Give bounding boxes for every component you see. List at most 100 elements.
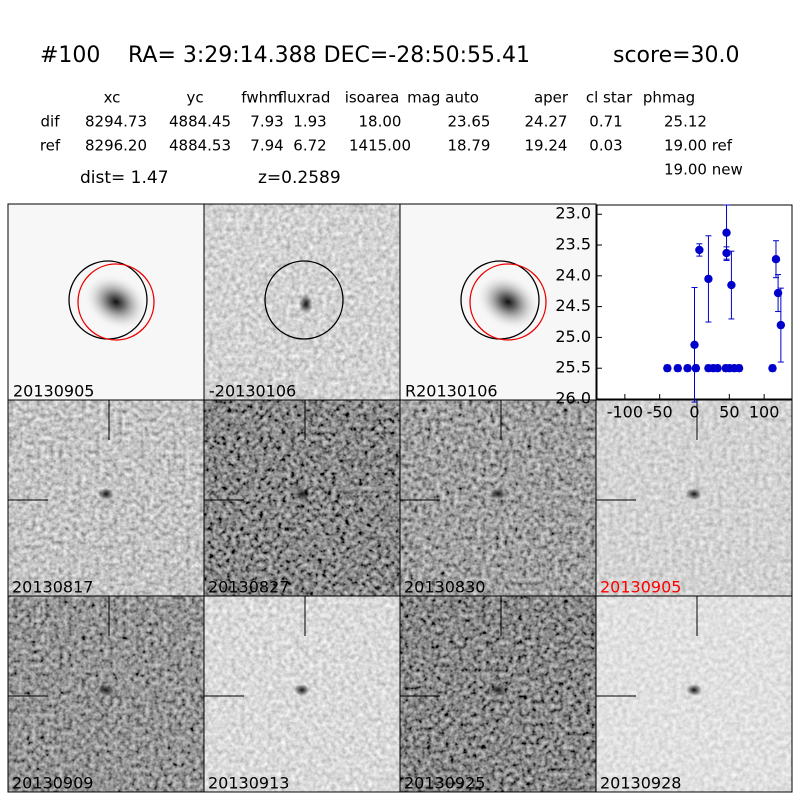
- column-header: fwhm: [241, 89, 282, 107]
- galaxy: [83, 273, 149, 331]
- data-point: [713, 364, 722, 373]
- source: [294, 684, 310, 696]
- source: [294, 488, 310, 500]
- distance: dist= 1.47: [80, 168, 169, 188]
- light-curve: 23.0 23.5 24.0 24.5 25.0 25.5 26.0 -100 -50 0 50 10…: [555, 204, 793, 422]
- table-cell: 0.03: [589, 137, 622, 155]
- y-tick-label: 24.5: [555, 296, 591, 315]
- panel-label: 20130905: [13, 382, 94, 401]
- table-cell: 4884.53: [169, 137, 231, 155]
- table-cell: 19.24: [525, 137, 568, 155]
- column-header: mag auto: [407, 89, 479, 107]
- data-point: [683, 364, 692, 373]
- image-panel: -20130106: [203, 203, 401, 401]
- aperture: [264, 260, 344, 340]
- image-panel: 20130827: [203, 399, 401, 597]
- aperture-ref: [469, 263, 547, 341]
- data-point: [704, 274, 713, 284]
- x-tick-label: 50: [719, 403, 739, 422]
- table-cell: ref: [40, 137, 61, 155]
- data-point: [771, 254, 781, 264]
- table-cell: 18.00: [359, 113, 402, 131]
- table-cell: 8294.73: [85, 113, 147, 131]
- column-header: phmag: [643, 89, 695, 107]
- data-point: [722, 248, 731, 258]
- table-cell: 7.94: [250, 137, 283, 155]
- table-cell: 19.00 ref: [664, 137, 733, 155]
- score: score=30.0: [613, 43, 740, 68]
- column-header: fluxrad: [278, 89, 331, 107]
- aperture-ref: [77, 263, 155, 341]
- panel-label: 20130817: [12, 578, 93, 597]
- image-panel: 20130817: [7, 399, 205, 597]
- table-cell: 1415.00: [349, 137, 411, 155]
- source: [98, 488, 114, 500]
- table-cell: 7.93: [250, 113, 283, 131]
- data-point: [776, 320, 786, 330]
- image-panel: 20130928: [595, 595, 793, 793]
- y-tick-label: 23.5: [555, 235, 591, 254]
- table-cell: 24.27: [525, 113, 568, 131]
- table-cell: 4884.45: [169, 113, 231, 131]
- panels: 20130905 -20130106 R20130106 20130817 201308…: [7, 203, 793, 793]
- image-panel: R20130106: [399, 203, 597, 401]
- redshift: z=0.2589: [258, 168, 341, 188]
- data-point: [673, 364, 682, 373]
- table-cell: 25.12: [664, 113, 707, 131]
- source: [490, 684, 506, 696]
- panel-label: 20130928: [600, 774, 681, 793]
- table-cell: dif: [41, 113, 61, 131]
- panel-label: 20130925: [404, 774, 485, 793]
- y-tick-label: 24.0: [555, 265, 591, 284]
- source: [490, 488, 506, 500]
- data-point: [663, 364, 672, 373]
- image-panel: 20130913: [203, 595, 401, 793]
- panel-label: 20130913: [208, 774, 289, 793]
- column-header: isoarea: [345, 89, 400, 107]
- image-panel: 20130909: [7, 595, 205, 793]
- y-tick-label: 26.0: [555, 389, 591, 408]
- data-point: [691, 364, 701, 373]
- candidate-id: #100: [40, 43, 100, 68]
- panel-label: 20130830: [404, 578, 485, 597]
- galaxy: [475, 273, 541, 331]
- data-point: [722, 228, 731, 237]
- table-cell: 1.93: [293, 113, 326, 131]
- panel-label: 20130909: [12, 774, 93, 793]
- source: [686, 488, 702, 500]
- residual: [299, 294, 313, 314]
- table-cell: 23.65: [448, 113, 491, 131]
- coordinates: RA= 3:29:14.388 DEC=-28:50:55.41: [128, 43, 530, 68]
- phmag-new: 19.00 new: [664, 161, 743, 179]
- table-cell: 0.71: [589, 113, 622, 131]
- x-tick-label: -100: [607, 403, 643, 422]
- frame: [595, 595, 793, 793]
- x-tick-label: 0: [689, 403, 699, 422]
- data-point: [727, 280, 736, 290]
- image-panel: 20130925: [399, 595, 597, 793]
- data-point: [773, 288, 783, 298]
- table-cell: 8296.20: [85, 137, 147, 155]
- table-cell: 6.72: [293, 137, 326, 155]
- panel-label: -20130106: [209, 382, 296, 401]
- source: [98, 684, 114, 696]
- column-header: aper: [534, 89, 569, 107]
- column-header: cl star: [586, 89, 633, 107]
- panel-label: 20130905: [600, 578, 681, 597]
- panel-label: 20130827: [208, 578, 289, 597]
- data-point: [695, 245, 704, 255]
- x-tick-label: -50: [647, 403, 673, 422]
- image-panel: 20130905: [7, 203, 205, 401]
- y-tick-label: 25.5: [555, 358, 591, 377]
- data-point: [690, 340, 699, 350]
- table-cell: 18.79: [448, 137, 491, 155]
- image-panel: 20130830: [399, 399, 597, 597]
- column-header: yc: [186, 89, 203, 107]
- data-point: [734, 364, 744, 373]
- y-tick-label: 25.0: [555, 327, 591, 346]
- data-point: [768, 364, 777, 373]
- x-tick-label: 100: [749, 403, 780, 422]
- source: [686, 684, 702, 696]
